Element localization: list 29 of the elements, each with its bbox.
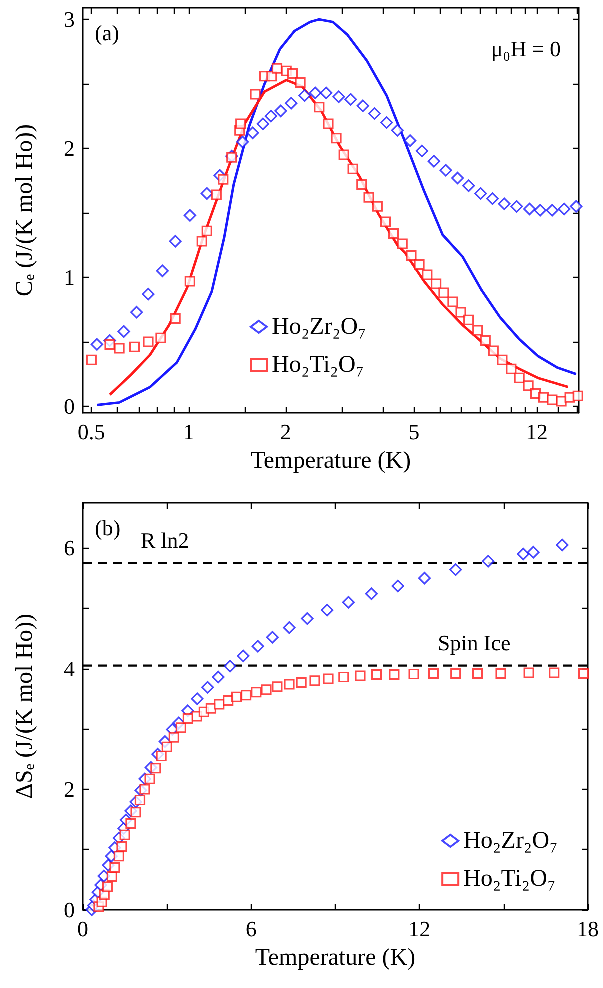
y-axis-title: ΔSₑ (J/(K mol Ho)) <box>12 614 38 799</box>
annotation: (a) <box>95 20 120 46</box>
y-axis-title: Cₑ (J/(K mol Ho)) <box>12 124 38 297</box>
annotation: (b) <box>95 516 121 540</box>
y-tick-label: 0 <box>64 394 75 420</box>
y-tick-label: 3 <box>64 7 75 32</box>
legend-label: Ho₂Zr₂O₇ <box>464 828 558 854</box>
y-tick-label: 0 <box>64 898 75 922</box>
ref-line-label: Spin Ice <box>438 630 511 656</box>
x-axis-title: Temperature (K) <box>255 945 416 971</box>
x-tick-label: 5 <box>408 420 420 444</box>
y-tick-label: 4 <box>64 656 75 682</box>
x-tick-label: 18 <box>577 916 599 942</box>
x-tick-label: 6 <box>246 916 257 942</box>
y-tick-label: 2 <box>64 776 75 802</box>
x-tick-label: 12 <box>408 916 431 942</box>
y-tick-label: 6 <box>64 536 75 561</box>
annotation: μ₀H = 0 <box>491 36 562 62</box>
legend-label: Ho₂Ti₂O₇ <box>464 866 556 892</box>
legend-label: Ho₂Zr₂O₇ <box>272 314 366 340</box>
ref-line-label: R ln2 <box>141 528 190 553</box>
y-tick-label: 1 <box>64 265 75 290</box>
legend-label: Ho₂Ti₂O₇ <box>272 352 364 378</box>
x-tick-label: 1 <box>183 420 194 444</box>
x-axis-title: Temperature (K) <box>250 448 412 474</box>
x-tick-label: 0.5 <box>78 420 106 444</box>
x-tick-label: 2 <box>280 420 292 444</box>
x-tick-label: 12 <box>526 420 548 444</box>
y-tick-label: 2 <box>64 136 75 162</box>
